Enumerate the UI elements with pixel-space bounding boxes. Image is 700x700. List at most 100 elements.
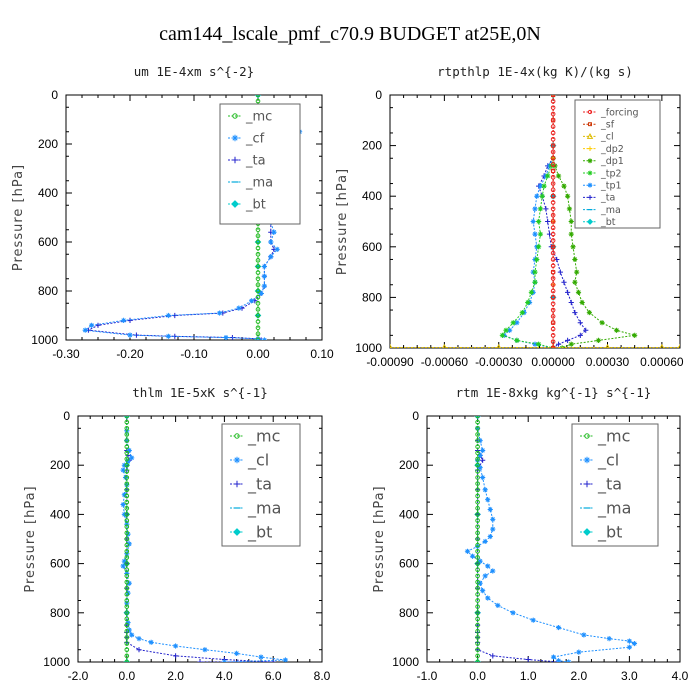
legend-marker [583, 456, 591, 464]
data-point [510, 320, 516, 326]
y-tick-label: 200 [362, 139, 382, 153]
data-point [124, 548, 130, 554]
data-point [125, 458, 131, 465]
x-tick-label: -2.0 [68, 669, 89, 683]
data-point [566, 659, 572, 662]
legend-item: _cl [580, 451, 619, 471]
x-tick-label: 0.00 [246, 347, 270, 361]
data-point [536, 244, 542, 250]
legend-item: _tp2 [583, 168, 622, 179]
data-point [550, 187, 556, 193]
data-point [475, 573, 480, 579]
data-point [575, 289, 582, 295]
data-point [525, 656, 531, 662]
data-point [550, 136, 556, 142]
data-point [124, 425, 130, 431]
data-point [586, 309, 592, 316]
legend-item: _ta [583, 193, 615, 204]
data-point [550, 99, 556, 104]
data-point [490, 516, 496, 522]
data-point [255, 258, 261, 263]
data-point [583, 327, 589, 333]
x-tick-label: 3.0 [621, 669, 638, 683]
y-tick-label: 400 [38, 186, 58, 200]
legend-item: _ma [583, 205, 621, 216]
data-point [89, 322, 95, 328]
plot-frame [389, 94, 681, 349]
data-point [126, 447, 132, 454]
data-point [490, 568, 496, 574]
data-point [475, 635, 480, 640]
data-point [632, 332, 638, 338]
data-point [555, 173, 562, 179]
data-point [613, 327, 620, 333]
data-point [532, 206, 538, 212]
data-point [475, 641, 480, 646]
data-point [550, 320, 556, 326]
data-point [120, 501, 126, 508]
data-point [469, 553, 476, 559]
legend: _forcing _sf_cl_dp2_dp1_tp2 _tp1_ta_ma_bt [574, 99, 661, 229]
legend-item: _tp1 [583, 181, 622, 192]
data-point [561, 183, 567, 189]
data-point [124, 505, 130, 511]
x-tick-label: 2.0 [570, 669, 587, 683]
data-point [595, 337, 602, 344]
y-tick-label: 200 [399, 458, 419, 472]
x-tick-label: 0.0 [118, 669, 135, 683]
x-tick-label: 6.0 [265, 669, 282, 683]
data-point [565, 193, 571, 199]
data-point [124, 521, 130, 527]
x-tick-label: 0.00000 [531, 355, 575, 369]
data-point [255, 294, 261, 300]
data-point [496, 343, 502, 348]
data-point [390, 343, 393, 348]
data-point [255, 239, 261, 245]
legend-marker [231, 200, 239, 208]
legend-label: _ta [247, 475, 272, 495]
legend-box [574, 99, 661, 229]
legend-item: _mc [230, 427, 280, 447]
legend-label: _ma [600, 205, 621, 216]
x-tick-label: -0.00030 [475, 355, 523, 369]
legend-label: _bt [247, 523, 272, 543]
data-point [475, 493, 480, 499]
x-tick-label: 0.00030 [586, 355, 630, 369]
data-point [268, 254, 274, 260]
x-tick-label: 4.0 [216, 669, 233, 683]
data-point [475, 450, 480, 456]
data-point [124, 444, 130, 450]
data-point [550, 219, 556, 224]
legend-label: _ma [245, 176, 273, 191]
data-point [525, 299, 531, 306]
data-point [581, 632, 587, 638]
data-point [574, 269, 580, 275]
data-point [550, 244, 556, 250]
data-point [532, 269, 538, 275]
data-point [124, 579, 130, 585]
legend-label: _sf [600, 120, 615, 131]
data-point [568, 341, 574, 347]
data-point [530, 218, 536, 225]
data-point [121, 317, 127, 323]
data-point [599, 320, 605, 326]
x-tick-label: 0.0 [469, 669, 486, 683]
data-point [255, 245, 261, 251]
data-point [514, 320, 520, 326]
data-point [550, 95, 556, 98]
data-point [124, 653, 130, 659]
plot-area [120, 416, 288, 662]
legend-item: _cl [583, 132, 614, 143]
legend-label: _bt [597, 523, 622, 543]
data-point [129, 632, 135, 638]
legend-label: _ta [600, 193, 615, 204]
legend-marker [231, 156, 239, 164]
data-point [126, 580, 132, 586]
data-point [475, 438, 480, 443]
data-point [475, 481, 480, 486]
legend-label: _mc [247, 427, 280, 447]
x-tick-label: 4.0 [672, 669, 689, 683]
data-point [255, 98, 261, 104]
data-point [127, 317, 133, 323]
data-point [550, 174, 556, 180]
